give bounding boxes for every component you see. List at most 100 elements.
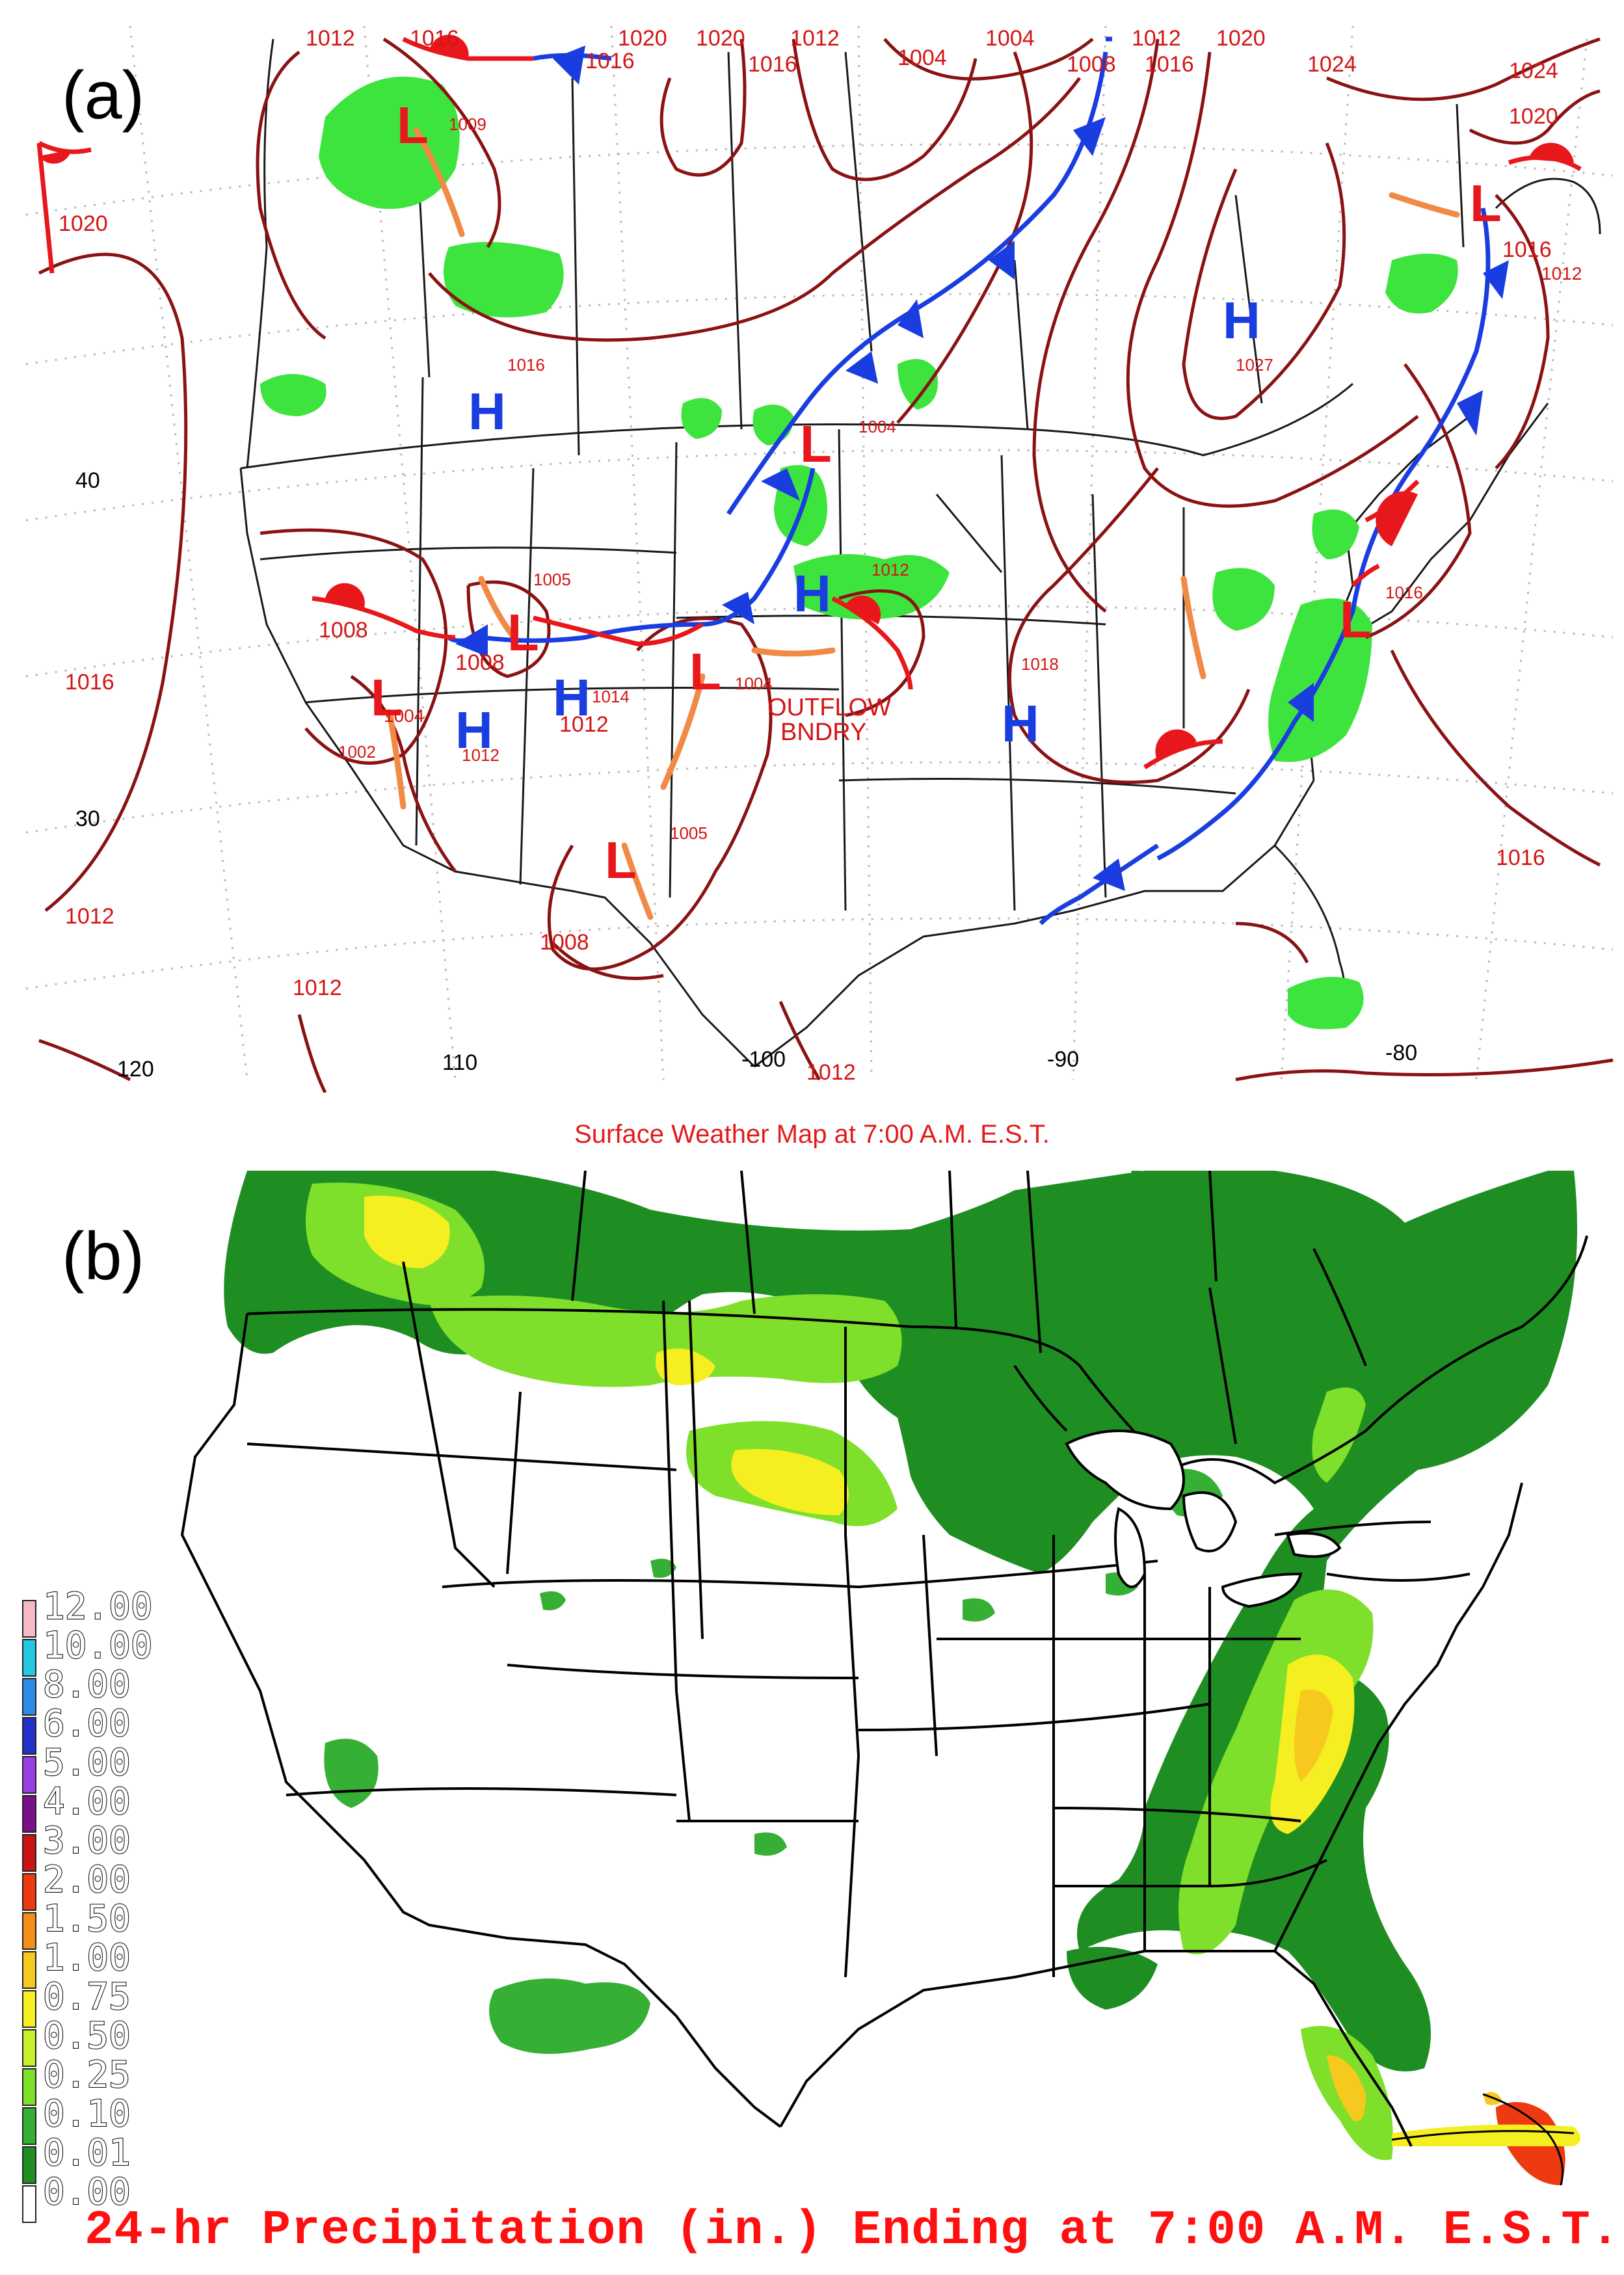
lon-label: -90 (1047, 1047, 1079, 1072)
legend-label: 5.00 (42, 1742, 131, 1784)
troughs (387, 127, 1460, 920)
cold-front-triangles (455, 46, 1509, 891)
svg-text:OUTFLOW: OUTFLOW (767, 694, 891, 721)
panel-a-label: (a) (62, 58, 145, 133)
legend-label: 0.25 (42, 2054, 131, 2096)
lon-label: -80 (1385, 1041, 1417, 1065)
legend-label: 10.00 (42, 1625, 153, 1667)
isobar-label: 1004 (384, 706, 424, 726)
isobar-label: 1016 (410, 26, 459, 51)
legend-label: 1.00 (42, 1937, 131, 1979)
cold-fronts (447, 36, 1491, 925)
legend-label: 12.00 (42, 1586, 153, 1628)
low-center: L (1340, 591, 1372, 648)
isobar-label: 1018 (1021, 654, 1059, 674)
isobar-label: 1005 (670, 823, 708, 843)
legend-swatch (22, 1639, 36, 1677)
isobar-label: 1012 (806, 1060, 856, 1085)
isobar-label: 1016 (748, 52, 797, 77)
low-center: L (397, 96, 429, 154)
isobar-label: 1020 (59, 211, 108, 236)
isobar-label: 1012 (1132, 26, 1181, 51)
isobar-label: 1008 (455, 650, 505, 675)
legend-swatch (22, 2185, 36, 2223)
isobar-label: 1020 (1509, 104, 1558, 129)
legend-swatch (22, 2068, 36, 2106)
isobar-label: 1004 (898, 46, 947, 70)
legend-swatch (22, 1756, 36, 1794)
isobar-label: 1012 (293, 976, 342, 1000)
isobar-label: 1020 (1216, 26, 1266, 51)
isobar-label: 1016 (1145, 52, 1194, 77)
high-center: H (1223, 291, 1260, 349)
legend-label: 2.00 (42, 1859, 131, 1901)
legend-swatch (22, 1912, 36, 1950)
precipitation-caption: 24-hr Precipitation (in.) Ending at 7:00… (85, 2203, 1621, 2258)
legend-label: 0.00 (42, 2171, 131, 2213)
legend-label: 3.00 (42, 1820, 131, 1862)
isobar-label: 1016 (65, 670, 114, 695)
lat-label: 40 (75, 468, 100, 493)
legend-swatch (22, 2107, 36, 2145)
isobar-label: 1012 (1541, 263, 1582, 284)
lon-label: -100 (741, 1047, 786, 1072)
isobar-label: 1016 (585, 49, 635, 73)
isobar-label: 1012 (462, 745, 499, 765)
island-outlines (1391, 2093, 1575, 2185)
isobar-label: 1002 (338, 742, 376, 762)
outflow-boundary-label: OUTFLOW BNDRY (767, 694, 891, 746)
isobar-label: 1012 (306, 26, 355, 51)
isobar-label: 1004 (859, 417, 896, 436)
legend-label: 0.50 (42, 2015, 131, 2057)
legend-label: 0.75 (42, 1976, 131, 2018)
legend-label: 1.50 (42, 1898, 131, 1940)
low-center: L (605, 831, 637, 889)
lat-label: 30 (75, 806, 100, 831)
high-center: H (1002, 695, 1039, 752)
isobar-label: 1008 (540, 930, 589, 955)
low-center: L (689, 643, 721, 700)
isobar-label: 1012 (559, 712, 609, 737)
isobar-label: 1016 (507, 355, 545, 375)
svg-text:BNDRY: BNDRY (780, 719, 866, 746)
legend-swatch (22, 1873, 36, 1911)
isobar-label: 1012 (65, 904, 114, 929)
panel-b-label: (b) (62, 1219, 145, 1294)
precipitation-areas (260, 76, 1458, 1030)
legend-swatch (22, 1678, 36, 1716)
legend-swatch (22, 1795, 36, 1833)
precip-shading (224, 1171, 1580, 2185)
isobar-label: 1020 (618, 26, 667, 51)
isobar-label: 1009 (449, 114, 486, 134)
isobar-label: 1027 (1236, 355, 1273, 375)
isobar-label: 1012 (872, 560, 909, 579)
high-center: H (793, 565, 831, 622)
legend-label: 4.00 (42, 1781, 131, 1823)
isobar-label: 1024 (1509, 59, 1558, 83)
high-center: H (455, 701, 493, 759)
legend-swatch (22, 2146, 36, 2184)
isobar-label: 1024 (1307, 52, 1357, 77)
isobar-label: 1020 (696, 26, 745, 51)
legend-label: 0.10 (42, 2093, 131, 2135)
legend-label: 8.00 (42, 1664, 131, 1706)
pressure-centers: H H H H H H L L L L L L L L (371, 96, 1502, 889)
isobar-label: 1014 (592, 687, 630, 706)
isobar-label: 1004 (985, 26, 1035, 51)
low-center: L (507, 604, 539, 661)
high-center: H (468, 382, 506, 440)
surface-weather-map: H H H H H H L L L L L L L L OUTFLOW BNDR… (25, 25, 1614, 1093)
legend-label: 0.01 (42, 2132, 131, 2174)
legend-swatch (22, 2029, 36, 2067)
legend-label: 6.00 (42, 1703, 131, 1745)
graticule-labels: 40 30 120 110 -100 -90 -80 (75, 468, 1417, 1082)
warm-fronts (36, 36, 1582, 769)
isobar-label: 1008 (1067, 52, 1116, 77)
isobar-label: 1005 (533, 570, 571, 589)
legend-swatch (22, 1717, 36, 1755)
political-boundaries (239, 51, 1471, 1068)
high-center: H (553, 669, 591, 726)
isobar-label: 1016 (1502, 237, 1552, 262)
great-lakes (1065, 1430, 1342, 1608)
